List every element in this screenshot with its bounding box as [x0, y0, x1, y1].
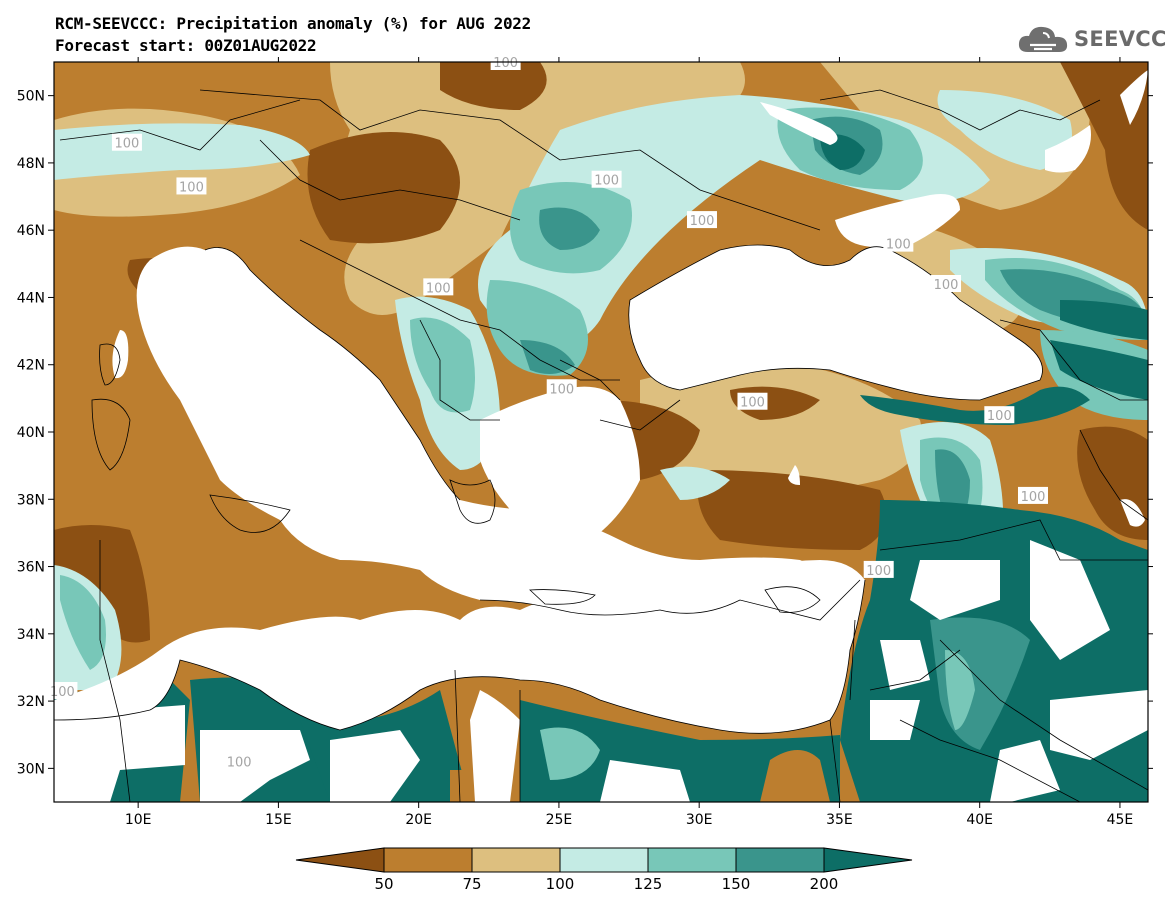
- contour-label-box: [863, 560, 894, 578]
- contour-label-box: [111, 133, 142, 151]
- lon-tick-label: 15E: [265, 812, 292, 828]
- contour-label-text: 100: [934, 278, 959, 293]
- lat-tick-label: 34N: [17, 627, 45, 643]
- colorbar-tick-label: 100: [546, 875, 575, 893]
- lat-tick-label: 40N: [17, 425, 45, 441]
- lon-tick-label: 30E: [686, 812, 713, 828]
- contour-label: 100: [931, 275, 962, 293]
- forecast-start-subtitle: Forecast start: 00Z01AUG2022: [55, 36, 317, 55]
- contour-label-text: 100: [426, 281, 451, 296]
- contour-label: 100: [686, 211, 717, 229]
- lon-tick-label: 20E: [405, 812, 432, 828]
- contour-label-box: [737, 392, 768, 410]
- contour-label: 100: [1017, 486, 1048, 505]
- contour-label: 100: [546, 379, 577, 397]
- colorbar-segment: [295, 847, 385, 873]
- map-title: RCM-SEEVCCC: Precipitation anomaly (%) f…: [55, 14, 531, 33]
- lat-tick-label: 50N: [17, 89, 45, 105]
- contour-label-box: [686, 211, 717, 229]
- contour-label: 100: [423, 278, 454, 296]
- axes: 10E 15E 20E 25E 30E 35E 40E 45E 50N 48N 46N 44N 42N 4…: [17, 57, 1153, 828]
- colorbar-tick-label: 125: [634, 875, 663, 893]
- contour-label: 100: [591, 170, 622, 189]
- contour-label: 100: [984, 406, 1015, 424]
- colorbar-segment: [647, 847, 737, 873]
- contour-label-box: [47, 682, 78, 699]
- contour-label-box: [176, 177, 207, 195]
- contour-label: 100: [111, 133, 142, 152]
- contour-label: 100: [883, 234, 914, 253]
- contour-label-text: 100: [549, 382, 574, 397]
- contour-label: 100: [47, 682, 78, 700]
- contour-label-box: [883, 234, 914, 252]
- contour-label: 100: [176, 177, 207, 195]
- contour-label-text: 100: [179, 180, 204, 195]
- country-borders: [54, 89, 1148, 802]
- lon-tick-label: 45E: [1107, 812, 1134, 828]
- colorbar-segment: [383, 847, 473, 873]
- contour-label-text: 100: [740, 396, 765, 411]
- lon-tick-label: 10E: [125, 812, 152, 828]
- lon-tick-label: 40E: [966, 812, 993, 828]
- lon-tick-label: 25E: [546, 812, 573, 828]
- lat-tick-label: 44N: [17, 290, 45, 306]
- contour-label-text: 100: [50, 685, 75, 700]
- contour-label-text: 100: [987, 409, 1012, 424]
- contour-label-box: [423, 278, 454, 296]
- colorbar-segment: [735, 847, 825, 873]
- contour-label-text: 100: [690, 214, 715, 229]
- contour-label-box: [224, 752, 255, 770]
- contour-label-box: [546, 379, 577, 397]
- contour-label-text: 100: [115, 137, 140, 152]
- logo-text: SEEVCCC: [1074, 27, 1165, 51]
- contour-label-box: [984, 406, 1015, 424]
- lat-tick-label: 32N: [17, 694, 45, 710]
- lat-tick-label: 38N: [17, 492, 45, 508]
- contour-label-text: 100: [493, 56, 518, 71]
- colorbar-segment: [559, 847, 649, 873]
- colorbar-segment: [823, 847, 913, 873]
- contour-label-text: 100: [1021, 490, 1046, 505]
- contour-label-box: [591, 170, 622, 188]
- contour-label: 100: [737, 392, 768, 411]
- contour-label: 100: [224, 752, 255, 771]
- contour-label-text: 100: [594, 174, 619, 189]
- colorbar-tick-label: 50: [374, 875, 393, 893]
- lat-tick-label: 48N: [17, 156, 45, 172]
- contour-label-text: 100: [886, 238, 911, 253]
- lon-tick-label: 35E: [826, 812, 853, 828]
- contour-label-text: 100: [227, 756, 252, 771]
- colorbar: 50 75 100 125 150 200: [295, 847, 913, 893]
- lat-tick-label: 30N: [17, 761, 45, 777]
- lat-tick-label: 42N: [17, 358, 45, 374]
- seevccc-logo: SEEVCCC: [1018, 24, 1165, 54]
- anomaly-fill-layer: [54, 62, 1148, 802]
- cloud-icon: [1018, 26, 1068, 52]
- colorbar-tick-label: 150: [722, 875, 751, 893]
- lat-tick-label: 36N: [17, 560, 45, 576]
- colorbar-tick-label: 200: [810, 875, 839, 893]
- lat-tick-label: 46N: [17, 223, 45, 239]
- contour-label-box: [1017, 486, 1048, 504]
- contour-label-box: [931, 275, 962, 292]
- contour-label: 100: [863, 560, 894, 579]
- colorbar-segment: [471, 847, 561, 873]
- colorbar-tick-label: 75: [462, 875, 481, 893]
- contour-label-text: 100: [866, 564, 891, 579]
